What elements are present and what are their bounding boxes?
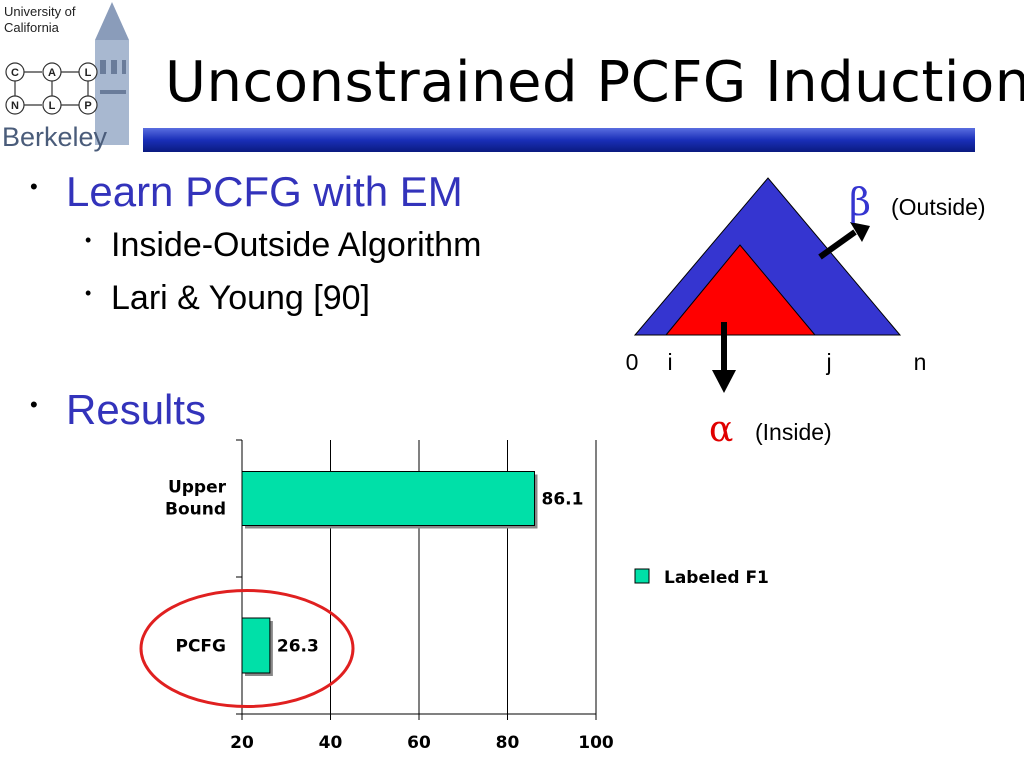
bar-value-label: 86.1 xyxy=(541,490,583,510)
logo-berkeley: Berkeley xyxy=(2,122,108,152)
logo-node-p: P xyxy=(84,100,91,112)
sub-bullet-lari-young: • Lari & Young [90] xyxy=(85,279,371,318)
position-0: 0 xyxy=(626,349,639,375)
bullet-learn-pcfg-text: Learn PCFG with EM xyxy=(66,168,463,215)
uc-berkeley-logo: University of California C A L N L P Ber… xyxy=(2,2,129,152)
chart-highlight xyxy=(139,589,355,708)
x-tick-label: 100 xyxy=(578,733,614,753)
bullet-dot: • xyxy=(30,174,38,199)
logo-node-l2: L xyxy=(49,100,56,112)
logo-university-line2: California xyxy=(4,20,60,35)
results-bar-chart: 20 40 60 80 100 86.1 Upper Bound 26.3 PCFG Labele… xyxy=(139,439,769,754)
sub-bullet-dot: • xyxy=(85,283,92,303)
category-label-line: Bound xyxy=(165,500,226,520)
bullet-dot: • xyxy=(30,392,38,417)
highlight-ellipse xyxy=(139,589,355,708)
bullet-results-text: Results xyxy=(66,386,207,433)
category-label: PCFG xyxy=(175,637,226,657)
inside-outside-diagram: β (Outside) α (Inside) 0 i j n xyxy=(626,177,986,450)
position-n: n xyxy=(914,349,927,375)
logo-node-l: L xyxy=(85,67,92,79)
legend-label: Labeled F1 xyxy=(664,568,769,588)
chart-bars xyxy=(241,471,538,676)
logo-node-n: N xyxy=(11,100,19,112)
outside-arrow xyxy=(818,229,857,260)
logo-node-a: A xyxy=(48,67,56,79)
position-j: j xyxy=(825,349,831,375)
slide-title: Unconstrained PCFG Induction xyxy=(165,50,1024,115)
inner-tree-triangle xyxy=(664,244,817,336)
sub-bullet-inside-outside-text: Inside-Outside Algorithm xyxy=(111,226,482,264)
beta-symbol: β xyxy=(849,180,871,224)
bar-pcfg xyxy=(241,617,271,674)
position-i: i xyxy=(667,349,672,375)
legend-swatch xyxy=(634,568,650,584)
category-label-line: Upper xyxy=(168,478,227,498)
sub-bullet-dot: • xyxy=(85,230,92,250)
category-label: Upper Bound xyxy=(165,478,227,520)
inside-arrowhead xyxy=(712,370,736,393)
alpha-symbol: α xyxy=(709,409,733,450)
title-underline-bar xyxy=(143,128,975,152)
bar-upper-bound xyxy=(241,471,535,526)
alpha-inside-label: (Inside) xyxy=(755,419,832,445)
x-tick-label: 20 xyxy=(230,733,254,753)
beta-outside-label: (Outside) xyxy=(891,194,986,220)
campanile-tower-icon xyxy=(95,2,129,145)
sub-bullet-lari-young-text: Lari & Young [90] xyxy=(111,279,371,317)
logo-university-line1: University of xyxy=(4,4,76,19)
chart-legend: Labeled F1 xyxy=(634,568,769,588)
bullet-results: • Results xyxy=(30,386,207,434)
x-tick-label: 80 xyxy=(496,733,520,753)
x-tick-label: 40 xyxy=(319,733,343,753)
outside-arrowhead xyxy=(850,222,870,242)
logo-node-c: C xyxy=(11,67,19,79)
chart-labels: 20 40 60 80 100 86.1 Upper Bound 26.3 PCFG xyxy=(165,478,614,754)
bullet-learn-pcfg: • Learn PCFG with EM xyxy=(30,168,463,216)
sub-bullet-inside-outside: • Inside-Outside Algorithm xyxy=(85,226,482,265)
bar-value-label: 26.3 xyxy=(277,637,319,657)
x-tick-label: 60 xyxy=(407,733,431,753)
